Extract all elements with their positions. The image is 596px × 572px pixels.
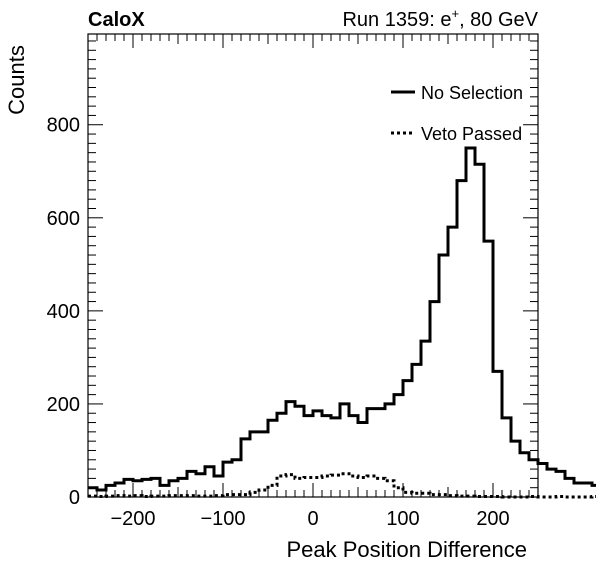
x-axis-label: Peak Position Difference xyxy=(286,537,527,562)
legend-label: Veto Passed xyxy=(421,124,522,144)
y-tick-label: 400 xyxy=(47,301,80,323)
x-tick-label: 0 xyxy=(307,508,318,530)
x-tick-label: −100 xyxy=(200,508,245,530)
chart-title-right: Run 1359: e+, 80 GeV xyxy=(342,6,538,31)
legend: No Selection Veto Passed xyxy=(391,83,523,144)
y-tick-label: 0 xyxy=(69,487,80,509)
legend-label: No Selection xyxy=(421,83,523,103)
y-tick-label: 200 xyxy=(47,394,80,416)
series-no-selection xyxy=(88,146,596,492)
x-tick-label: 200 xyxy=(476,508,509,530)
plot-frame xyxy=(87,33,539,498)
x-tick-label: −200 xyxy=(110,508,155,530)
x-axis-ticks: −200 −100 0 100 200 xyxy=(87,34,539,530)
x-tick-label: 100 xyxy=(386,508,419,530)
y-axis-ticks: 0 200 400 600 800 xyxy=(47,40,538,509)
series-group xyxy=(88,146,596,499)
y-axis-label: Counts xyxy=(4,45,29,115)
series-veto-passed xyxy=(88,472,596,499)
plot-area xyxy=(87,33,539,498)
y-tick-label: 600 xyxy=(47,208,80,230)
y-tick-label: 800 xyxy=(47,115,80,137)
chart-title-left: CaloX xyxy=(88,9,145,31)
